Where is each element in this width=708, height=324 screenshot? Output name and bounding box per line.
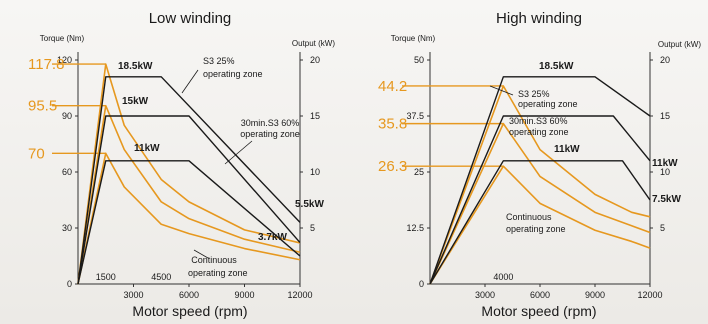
power-label: 15kW (122, 96, 149, 107)
zone-label: S3 25% (518, 89, 550, 99)
zone-label: 30min.S3 60% (509, 116, 568, 126)
y-tick-label-left: 0 (67, 279, 72, 289)
torque-series-line (429, 165, 651, 285)
y-tick-label-left: 90 (62, 111, 72, 121)
zone-label: 30min.S3 60% (241, 118, 300, 128)
x-tick-label: 3000 (475, 290, 495, 300)
x-tick-label: 9000 (234, 290, 254, 300)
y-axis-label-left: Torque (Nm) (40, 34, 85, 43)
y-tick-label-left: 0 (419, 279, 424, 289)
zone-label: S3 25% (203, 56, 235, 66)
zone-pointer (224, 140, 253, 165)
y-tick-label-right: 15 (660, 111, 670, 121)
y-tick-label-right: 10 (660, 167, 670, 177)
output-series-line (429, 76, 651, 285)
x-tick-label: 6000 (179, 290, 199, 300)
y-tick-label-left: 50 (414, 55, 424, 65)
x-tick-label-inner: 4000 (493, 272, 513, 282)
zone-label: operating zone (188, 268, 248, 278)
y-tick-label-left: 60 (62, 167, 72, 177)
power-label: 11kW (652, 158, 678, 169)
output-series-line (77, 76, 301, 285)
x-tick-label-inner: 4500 (151, 272, 171, 282)
torque-marker-label: 70 (28, 145, 45, 162)
chart-high-winding: High winding Motor speed (rpm) Torque (Nm)… (378, 10, 701, 319)
torque-series-line (77, 63, 301, 285)
y-axis-label-right: Output (kW) (292, 39, 335, 48)
chart-title: Low winding (149, 10, 232, 27)
x-axis-label: Motor speed (rpm) (132, 303, 247, 319)
y-tick-label-right: 5 (310, 223, 315, 233)
y-tick-label-right: 10 (310, 167, 320, 177)
x-tick-label: 9000 (585, 290, 605, 300)
chart-title: High winding (496, 10, 582, 27)
power-label: 3.7kW (258, 232, 287, 243)
zone-label: operating zone (518, 99, 578, 109)
output-series-line (77, 160, 301, 285)
output-series-line (429, 115, 651, 285)
x-tick-label: 12000 (287, 290, 312, 300)
zone-pointer (193, 249, 209, 259)
torque-series-line (429, 85, 651, 285)
zone-label: operating zone (506, 224, 566, 234)
y-tick-label-left: 25 (414, 167, 424, 177)
x-tick-label: 6000 (530, 290, 550, 300)
y-axis-label-right: Output (kW) (658, 40, 701, 49)
power-label: 5.5kW (295, 199, 324, 210)
torque-marker-label: 95.5 (28, 98, 57, 115)
zone-label: operating zone (240, 129, 300, 139)
x-tick-label: 12000 (637, 290, 662, 300)
torque-marker-label: 44.2 (378, 78, 407, 95)
torque-marker-label: 117.8 (28, 56, 64, 73)
y-tick-label-right: 20 (310, 55, 320, 65)
torque-marker-label: 35.8 (378, 116, 407, 133)
y-axis-label-left: Torque (Nm) (391, 34, 436, 43)
y-tick-label-right: 20 (660, 55, 670, 65)
y-tick-label-right: 5 (660, 223, 665, 233)
zone-pointer (181, 69, 199, 94)
torque-marker-label: 26.3 (378, 158, 407, 175)
y-tick-label-left: 37.5 (406, 111, 424, 121)
zone-label: Continuous (506, 212, 552, 222)
y-tick-label-right: 15 (310, 111, 320, 121)
power-label: 11kW (554, 144, 580, 155)
power-label: 18.5kW (118, 61, 153, 72)
power-label: 7.5kW (652, 194, 681, 205)
zone-label: operating zone (203, 69, 263, 79)
y-tick-label-left: 12.5 (406, 223, 424, 233)
output-series-line (77, 115, 301, 285)
y-tick-label-left: 30 (62, 223, 72, 233)
power-label: 18.5kW (539, 61, 574, 72)
zone-pointer (489, 85, 514, 96)
output-series-line (429, 160, 651, 285)
x-tick-label-inner: 1500 (96, 272, 116, 282)
zone-label: operating zone (509, 127, 569, 137)
x-tick-label: 3000 (123, 290, 143, 300)
power-label: 11kW (134, 143, 160, 154)
y-tick-label-left: 120 (57, 55, 72, 65)
zone-label: Continuous (191, 255, 237, 265)
torque-series-line (429, 122, 651, 285)
chart-low-winding: Low winding Motor speed (rpm) Torque (Nm) O… (28, 10, 335, 319)
x-axis-label: Motor speed (rpm) (481, 303, 596, 319)
